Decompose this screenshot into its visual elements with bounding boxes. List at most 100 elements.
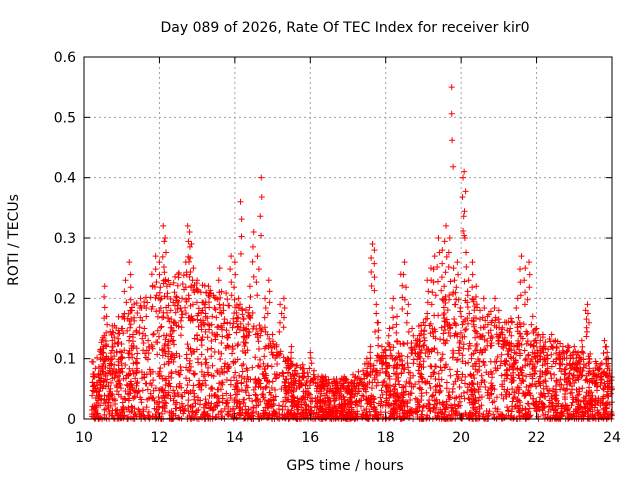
data-point: [115, 335, 122, 342]
data-point: [521, 301, 528, 308]
data-point: [253, 408, 260, 415]
data-point: [548, 363, 555, 370]
data-point: [459, 358, 466, 365]
data-point: [516, 346, 523, 353]
data-point: [178, 400, 185, 407]
data-point: [419, 411, 426, 418]
data-point: [305, 403, 312, 410]
data-point: [231, 296, 238, 303]
data-point: [593, 360, 600, 367]
data-point: [163, 304, 170, 311]
data-point: [154, 313, 161, 320]
data-point: [153, 414, 160, 421]
data-point: [194, 288, 201, 295]
data-point: [510, 360, 517, 367]
data-point: [552, 406, 559, 413]
data-point: [597, 361, 604, 368]
data-point: [400, 365, 407, 372]
data-point: [173, 294, 180, 301]
data-point: [466, 340, 473, 347]
data-point: [430, 279, 437, 286]
data-point: [121, 288, 128, 295]
data-point: [139, 335, 146, 342]
data-point: [115, 356, 122, 363]
data-point: [402, 383, 409, 390]
data-point: [410, 372, 417, 379]
axis-ticks: 10 12 14 16 18 20 22 24 0 0.1 0.2 0.3 0.4 0.5 0.6: [54, 50, 621, 446]
data-point: [180, 272, 187, 279]
data-point: [505, 407, 512, 414]
data-point: [534, 359, 541, 366]
data-point: [488, 342, 495, 349]
data-point: [288, 343, 295, 350]
data-point: [135, 406, 142, 413]
data-point: [602, 410, 609, 417]
x-tick-label: 18: [377, 430, 395, 446]
data-point: [235, 295, 242, 302]
data-point: [292, 400, 299, 407]
data-point: [596, 366, 603, 373]
data-point: [188, 241, 195, 248]
data-point: [261, 324, 268, 331]
data-point: [416, 360, 423, 367]
data-point: [126, 365, 133, 372]
data-point: [126, 337, 133, 344]
data-point: [442, 340, 449, 347]
data-point: [603, 391, 610, 398]
data-point: [491, 358, 498, 365]
data-point: [280, 354, 287, 361]
data-point: [247, 293, 254, 300]
data-point: [462, 188, 469, 195]
data-point: [379, 391, 386, 398]
data-point: [464, 288, 471, 295]
data-point: [173, 293, 180, 300]
data-point: [425, 288, 432, 295]
data-point: [127, 271, 134, 278]
data-point: [583, 389, 590, 396]
data-point: [465, 345, 472, 352]
data-point: [312, 398, 319, 405]
data-point: [476, 410, 483, 417]
data-point: [170, 341, 177, 348]
data-point: [484, 321, 491, 328]
data-point: [265, 405, 272, 412]
data-point: [535, 378, 542, 385]
data-point: [173, 350, 180, 357]
data-point: [382, 370, 389, 377]
data-point: [575, 376, 582, 383]
data-point: [455, 402, 462, 409]
data-point: [327, 398, 334, 405]
data-point: [407, 390, 414, 397]
data-point: [347, 400, 354, 407]
data-point: [522, 357, 529, 364]
data-point: [257, 398, 264, 405]
data-point: [167, 395, 174, 402]
data-point: [205, 364, 212, 371]
data-point: [507, 325, 514, 332]
data-point: [132, 375, 139, 382]
data-point: [546, 403, 553, 410]
data-point: [273, 343, 280, 350]
data-point: [125, 397, 132, 404]
data-point: [235, 304, 242, 311]
data-point: [191, 371, 198, 378]
data-point: [527, 358, 534, 365]
y-tick-label: 0.5: [54, 110, 76, 126]
data-point: [128, 307, 135, 314]
data-point: [291, 371, 298, 378]
data-point: [283, 387, 290, 394]
y-tick-label: 0.6: [54, 50, 76, 66]
data-point: [584, 407, 591, 414]
data-point: [98, 339, 105, 346]
data-point: [401, 259, 408, 266]
data-point: [457, 304, 464, 311]
data-point: [168, 408, 175, 415]
data-point: [506, 366, 513, 373]
data-point: [249, 412, 256, 419]
data-point: [529, 373, 536, 380]
data-point: [530, 329, 537, 336]
data-point: [584, 328, 591, 335]
data-point: [468, 391, 475, 398]
data-point: [146, 366, 153, 373]
data-point: [198, 351, 205, 358]
